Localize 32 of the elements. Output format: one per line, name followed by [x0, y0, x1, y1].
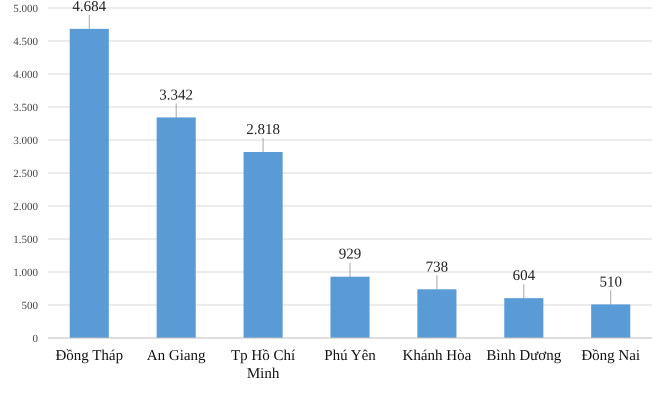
data-label: 3.342: [159, 87, 194, 104]
y-tick-label: 0: [32, 332, 38, 345]
y-tick-label: 5.000: [13, 2, 38, 15]
x-tick-label: Bình Dương: [486, 348, 562, 364]
bar: [330, 276, 370, 338]
data-label: 4.684: [72, 0, 107, 15]
y-tick-label: 2.500: [13, 168, 38, 180]
y-tick-label: 1.500: [13, 234, 38, 246]
data-label: 2.818: [246, 122, 280, 138]
y-tick-label: 4.000: [13, 68, 38, 81]
x-tick-label: Phú Yên: [324, 348, 376, 364]
y-tick-label: 2.000: [13, 200, 38, 213]
x-tick-label: An Giang: [146, 348, 206, 364]
data-label: 929: [338, 246, 362, 263]
y-tick-label: 4.500: [13, 36, 38, 48]
bar: [417, 289, 456, 338]
y-tick-label: 3.500: [13, 102, 38, 114]
data-label: 738: [426, 259, 448, 276]
bar: [156, 117, 196, 338]
y-tick-label: 1.000: [13, 266, 38, 279]
bar: [70, 28, 109, 338]
x-tick-label: Đồng Tháp: [55, 348, 124, 364]
y-tick-label: 500: [22, 300, 38, 312]
x-tick-label: Đồng Nai: [581, 348, 640, 364]
x-tick-label: Khánh Hòa: [402, 348, 472, 364]
bar: [504, 298, 544, 338]
data-label: 604: [512, 268, 536, 284]
data-label: 510: [599, 274, 622, 290]
x-tick-label: Tp Hồ Chí Minh: [231, 348, 296, 382]
bar: [244, 152, 283, 338]
y-tick-label: 3.000: [13, 134, 38, 147]
bar: [591, 304, 630, 338]
